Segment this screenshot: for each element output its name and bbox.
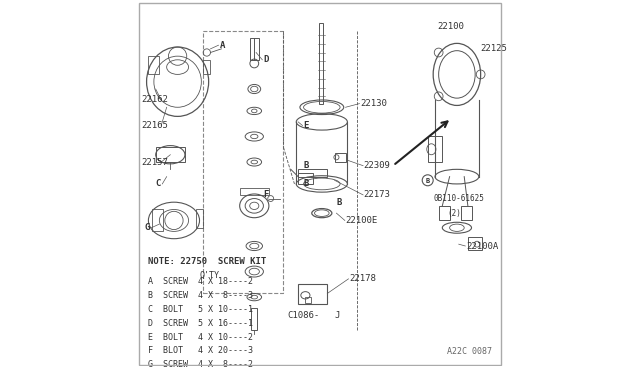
Text: 22100A: 22100A (466, 241, 499, 250)
Text: 22100: 22100 (437, 22, 464, 32)
Text: B: B (426, 178, 430, 184)
Bar (148, 56, 159, 74)
Text: G: G (145, 223, 150, 232)
Text: C: C (156, 179, 161, 189)
Text: 22130: 22130 (360, 99, 387, 108)
Bar (298, 284, 327, 304)
Bar (203, 60, 211, 74)
Text: F: F (264, 190, 269, 199)
Text: A  SCREW  4 X 18----2: A SCREW 4 X 18----2 (148, 277, 253, 286)
Text: F  BLOT   4 X 20----3: F BLOT 4 X 20----3 (148, 346, 253, 355)
Bar (156, 147, 185, 162)
Text: D: D (264, 55, 269, 64)
Text: E: E (303, 121, 309, 130)
Text: B: B (303, 179, 309, 189)
Bar (428, 137, 442, 162)
Bar (239, 187, 269, 195)
Text: 22173: 22173 (364, 190, 390, 199)
Text: B  SCREW  4 X  8----3: B SCREW 4 X 8----3 (148, 291, 253, 300)
Text: G  SCREW  4 X  8----2: G SCREW 4 X 8----2 (148, 360, 253, 369)
Text: 22165: 22165 (141, 121, 168, 130)
Text: 22125: 22125 (481, 44, 508, 53)
Bar (468, 237, 483, 250)
Bar (335, 153, 346, 162)
Text: A: A (220, 41, 225, 50)
Text: (2): (2) (448, 209, 461, 218)
Bar (250, 38, 259, 60)
Bar (438, 206, 450, 221)
Text: 22178: 22178 (349, 275, 376, 283)
Bar (196, 209, 203, 228)
Text: J: J (335, 311, 340, 320)
Text: A22C 0087: A22C 0087 (447, 347, 492, 356)
Text: 0B110-61625: 0B110-61625 (433, 194, 484, 203)
Bar (319, 23, 323, 104)
Bar (252, 308, 257, 330)
Text: D  SCREW  5 X 16----1: D SCREW 5 X 16----1 (148, 319, 253, 328)
Text: Q'TY: Q'TY (200, 271, 220, 280)
Text: E  BOLT   4 X 10----2: E BOLT 4 X 10----2 (148, 333, 253, 341)
Bar (152, 209, 163, 231)
Bar (298, 169, 327, 177)
Text: C1086-: C1086- (287, 311, 319, 320)
Bar (305, 297, 311, 302)
Text: NOTE: 22750  SCREW KIT: NOTE: 22750 SCREW KIT (148, 257, 267, 266)
Text: 22309: 22309 (364, 161, 390, 170)
Text: 22100E: 22100E (346, 216, 378, 225)
Bar (203, 31, 284, 294)
Text: 22157: 22157 (141, 157, 168, 167)
Text: B: B (337, 198, 342, 207)
Text: B: B (303, 161, 309, 170)
Bar (298, 173, 313, 184)
Bar (461, 206, 472, 221)
Text: C  BOLT   5 X 10----1: C BOLT 5 X 10----1 (148, 305, 253, 314)
Text: 22162: 22162 (141, 96, 168, 105)
